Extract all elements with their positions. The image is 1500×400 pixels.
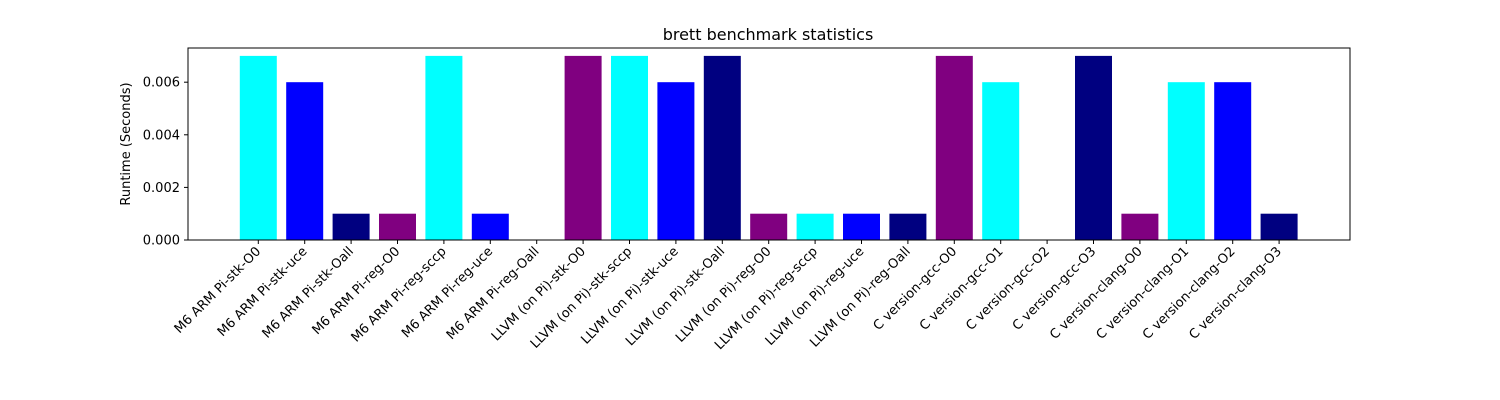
bar [379,213,416,240]
x-tick-label: M6 ARM Pi-reg-O0 [310,244,404,338]
x-tick-label: C version-gcc-O0 [871,244,961,334]
bar [750,213,788,240]
y-tick-label: 0.004 [143,128,180,143]
bar [611,55,648,240]
bar [843,213,880,240]
bar [889,213,927,240]
x-tick-label: C version-gcc-O1 [917,244,1007,334]
y-tick-label: 0.006 [143,76,180,91]
bar [564,55,602,240]
bar [1260,213,1298,240]
bar [1167,82,1205,240]
x-tick-label: C version-clang-O3 [1186,244,1284,342]
bar [982,82,1020,240]
y-axis: 0.000 0.002 0.004 0.006 [143,76,188,249]
bar [332,213,370,240]
y-tick-label: 0.002 [143,181,180,196]
bar [935,55,973,240]
x-tick-label: M6 ARM Pi-stk-Oall [260,244,357,341]
x-tick-label: M6 ARM Pi-reg-uce [399,244,496,341]
bar [425,55,463,240]
y-tick-label: 0.000 [143,234,180,249]
bar [703,55,741,240]
bar [286,82,324,240]
bar [1075,55,1112,240]
x-tick-label: M6 ARM Pi-stk-O0 [172,244,264,336]
y-axis-label: Runtime (Seconds) [119,82,134,205]
chart-title: brett benchmark statistics [663,25,874,44]
x-tick-label: C version-gcc-O2 [963,244,1053,334]
x-tick-label: M6 ARM Pi-stk-uce [215,244,311,340]
bar [471,213,509,240]
bar [239,55,277,240]
bar [796,213,834,240]
x-tick-label: C version-gcc-O3 [1010,244,1100,334]
bar [1121,213,1159,240]
bars-group [239,55,1298,240]
bar [657,82,695,240]
bar [1214,82,1252,240]
